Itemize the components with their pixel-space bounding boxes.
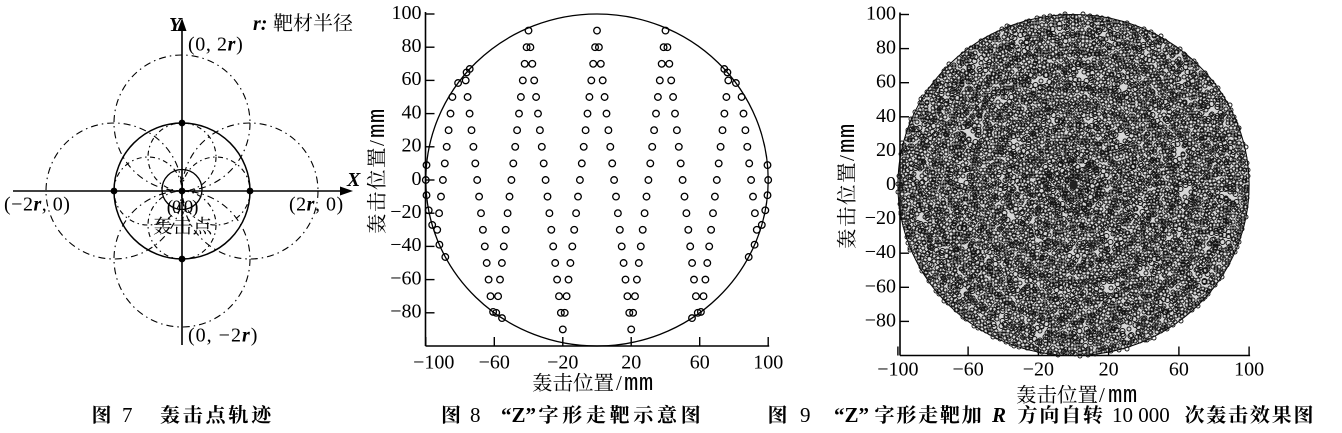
svg-text:60: 60 (690, 352, 710, 374)
svg-text:−20: −20 (547, 352, 578, 374)
svg-text:−60: −60 (390, 267, 421, 289)
svg-text:0: 0 (412, 168, 422, 190)
svg-text:20: 20 (621, 352, 641, 374)
svg-text:(0, 2r): (0, 2r) (188, 34, 243, 56)
svg-text:7: 7 (122, 403, 133, 427)
svg-text:r:: r: (253, 13, 267, 35)
svg-text:−60: −60 (865, 275, 896, 297)
svg-text:9: 9 (800, 403, 811, 427)
svg-text:40: 40 (876, 105, 896, 127)
svg-text:100: 100 (866, 3, 896, 25)
svg-text:20: 20 (402, 135, 422, 157)
svg-text:−80: −80 (390, 301, 421, 323)
svg-text:mm: mm (1108, 383, 1138, 410)
svg-text:10 000: 10 000 (1112, 403, 1170, 427)
svg-text:20: 20 (876, 139, 896, 161)
svg-text:mm: mm (365, 108, 392, 138)
svg-text:−20: −20 (390, 201, 421, 223)
svg-text:−20: −20 (865, 207, 896, 229)
svg-text:100: 100 (753, 352, 783, 374)
svg-text:−80: −80 (865, 309, 896, 331)
svg-text:100: 100 (1234, 359, 1264, 381)
svg-text:(2r, 0): (2r, 0) (289, 194, 344, 216)
svg-text:60: 60 (402, 68, 422, 90)
svg-text:−40: −40 (865, 241, 896, 263)
svg-text:60: 60 (1169, 359, 1189, 381)
svg-text:(−2r, 0): (−2r, 0) (4, 194, 70, 216)
svg-text:−20: −20 (1023, 359, 1054, 381)
svg-text:R: R (991, 403, 1006, 427)
svg-text:80: 80 (402, 35, 422, 57)
svg-text:−100: −100 (413, 352, 454, 374)
svg-text:−100: −100 (877, 359, 918, 381)
svg-text:/: / (616, 371, 622, 395)
svg-text:mm: mm (624, 371, 654, 398)
svg-text:80: 80 (876, 37, 896, 59)
svg-text:“Z”: “Z” (501, 403, 536, 427)
svg-text:−60: −60 (952, 359, 983, 381)
svg-text:/: / (1099, 383, 1105, 407)
svg-text:0: 0 (886, 173, 896, 195)
svg-text:40: 40 (402, 101, 422, 123)
svg-text:(0, −2r): (0, −2r) (188, 325, 258, 347)
svg-text:8: 8 (470, 403, 481, 427)
svg-text:/: / (365, 140, 389, 146)
svg-text:(0,0): (0,0) (167, 197, 198, 218)
svg-text:/: / (835, 155, 859, 161)
svg-text:mm: mm (835, 123, 862, 153)
svg-text:−40: −40 (390, 234, 421, 256)
svg-text:X: X (346, 169, 361, 191)
svg-text:20: 20 (1099, 359, 1119, 381)
svg-text:100: 100 (392, 2, 422, 24)
svg-text:Y: Y (169, 14, 183, 36)
svg-text:“Z”: “Z” (834, 403, 869, 427)
svg-text:−60: −60 (479, 352, 510, 374)
svg-text:60: 60 (876, 71, 896, 93)
